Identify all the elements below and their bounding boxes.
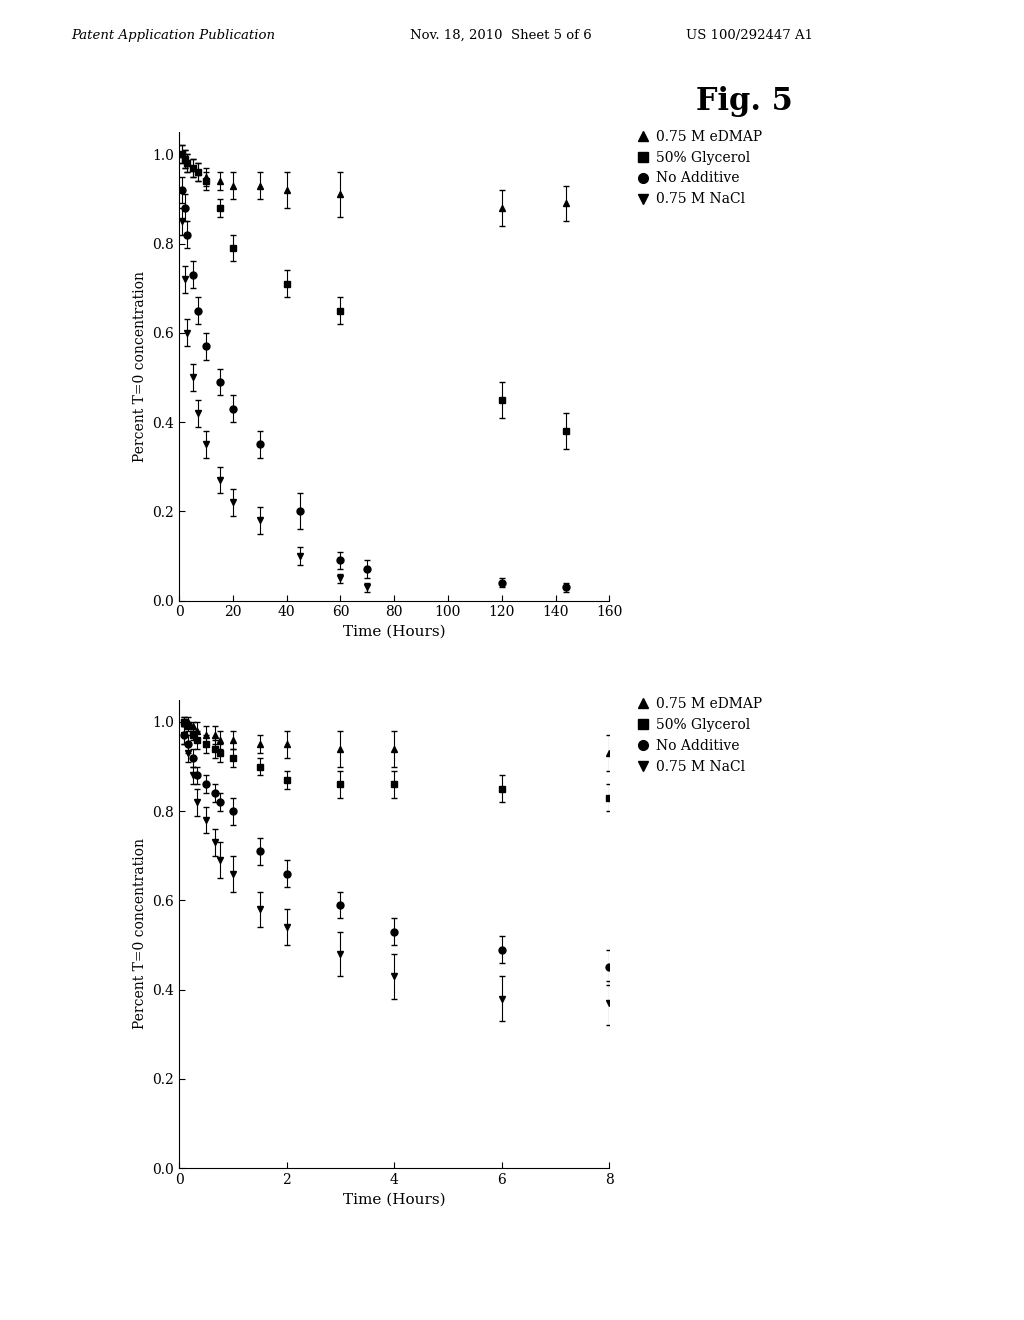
Text: US 100/292447 A1: US 100/292447 A1	[686, 29, 813, 42]
Text: Fig. 5: Fig. 5	[696, 86, 793, 116]
Legend: 0.75 M eDMAP, 50% Glycerol, No Additive, 0.75 M NaCl: 0.75 M eDMAP, 50% Glycerol, No Additive,…	[638, 697, 762, 774]
X-axis label: Time (Hours): Time (Hours)	[343, 624, 445, 639]
Legend: 0.75 M eDMAP, 50% Glycerol, No Additive, 0.75 M NaCl: 0.75 M eDMAP, 50% Glycerol, No Additive,…	[638, 129, 762, 206]
Text: Nov. 18, 2010  Sheet 5 of 6: Nov. 18, 2010 Sheet 5 of 6	[410, 29, 591, 42]
Text: Patent Application Publication: Patent Application Publication	[72, 29, 275, 42]
Y-axis label: Percent T=0 concentration: Percent T=0 concentration	[133, 838, 146, 1030]
Y-axis label: Percent T=0 concentration: Percent T=0 concentration	[133, 271, 146, 462]
X-axis label: Time (Hours): Time (Hours)	[343, 1192, 445, 1206]
